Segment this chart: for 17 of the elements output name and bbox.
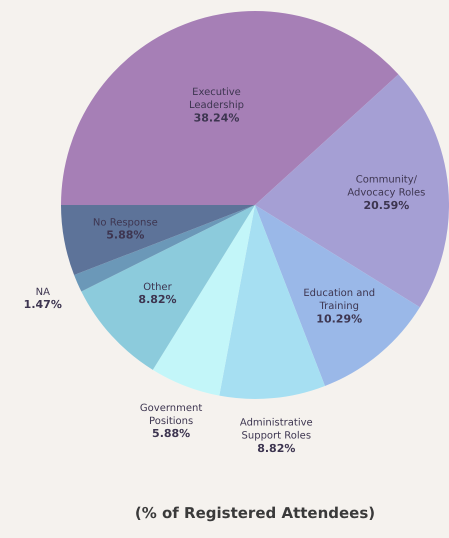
slice-label: Executive Leadership [189,87,244,112]
slice-label: Other [143,282,173,293]
slice-label: Community/ Advocacy Roles [347,174,426,199]
slice-label: Government Positions [140,402,202,427]
data-label: 10.29% [316,312,362,326]
data-label: 1.47% [24,298,62,312]
data-label: 20.59% [363,198,410,212]
data-label: 8.82% [257,442,296,455]
data-label: 5.88% [152,427,190,440]
text: (% of Registered Attendees) [134,504,376,522]
slice-label: Education and Training [303,288,376,312]
slice-label: Administrative Support Roles [240,418,313,442]
data-label: 8.82% [138,293,177,306]
data-label: 38.24% [194,111,240,124]
data-label: 5.88% [106,228,144,242]
slice-label: No Response [92,217,158,228]
slice-label: NA [36,286,50,298]
